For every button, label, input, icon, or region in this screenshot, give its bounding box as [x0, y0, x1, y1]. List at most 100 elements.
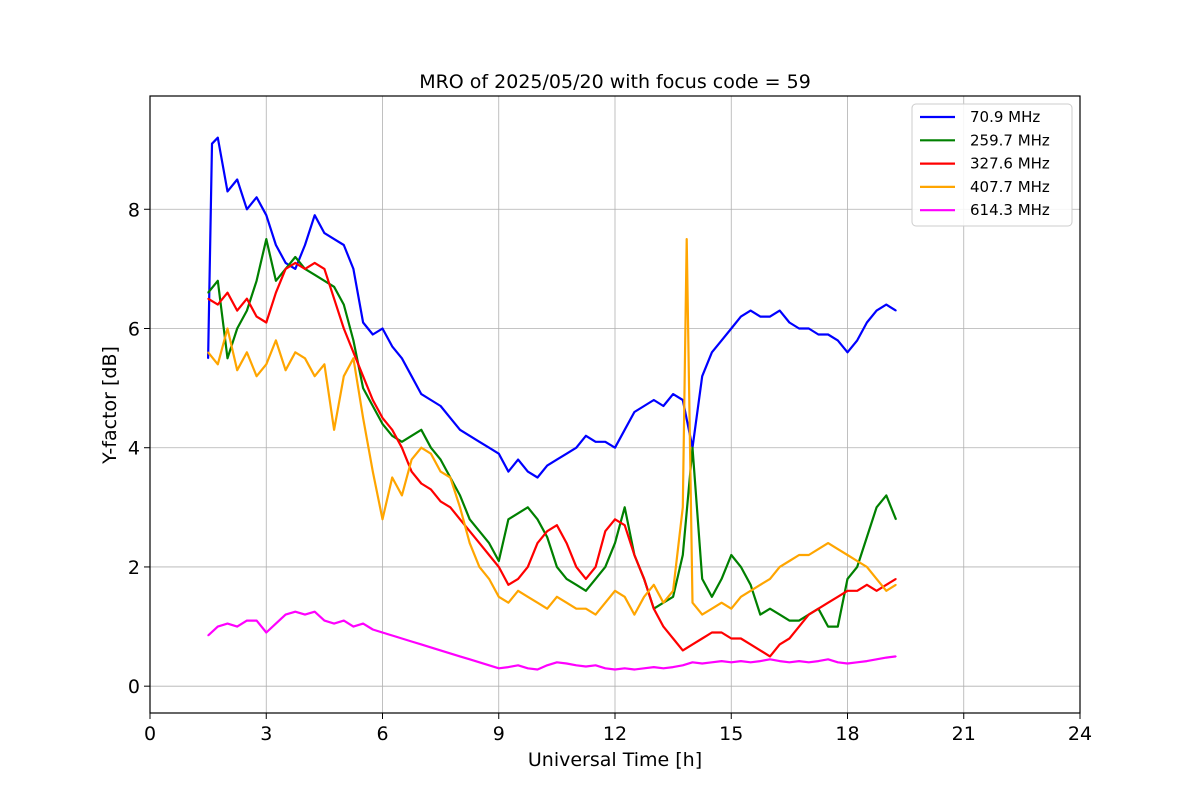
data-point — [740, 637, 742, 640]
data-point — [701, 613, 703, 616]
data-point — [391, 429, 394, 431]
data-point — [410, 435, 413, 437]
data-point — [284, 369, 287, 372]
data-point — [343, 244, 345, 246]
data-point — [265, 214, 268, 216]
data-point — [517, 664, 519, 667]
data-point — [430, 399, 432, 401]
data-point — [614, 590, 616, 592]
data-point — [207, 291, 209, 294]
data-point — [498, 566, 500, 568]
data-point — [391, 435, 394, 437]
data-point — [536, 542, 539, 544]
data-point — [614, 668, 616, 671]
data-point — [284, 613, 287, 616]
data-point — [817, 333, 820, 336]
x-tick-label: 12 — [603, 723, 627, 745]
data-point — [362, 622, 364, 625]
data-point — [701, 662, 703, 665]
data-point — [246, 208, 248, 211]
data-point — [536, 601, 539, 604]
data-point — [255, 280, 258, 282]
data-point — [759, 660, 762, 662]
data-point — [294, 268, 297, 270]
data-point — [246, 351, 248, 354]
data-point — [294, 256, 297, 258]
data-point — [817, 607, 820, 610]
data-point — [207, 351, 209, 354]
data-point — [381, 631, 384, 634]
data-point — [304, 268, 306, 270]
data-point — [653, 666, 655, 668]
data-point — [885, 590, 888, 592]
series-line-0 — [207, 136, 897, 479]
data-point — [885, 303, 888, 306]
data-point — [410, 470, 413, 473]
data-point — [439, 649, 442, 652]
data-point — [362, 387, 364, 389]
data-point — [217, 303, 219, 306]
data-point — [623, 524, 626, 526]
data-point — [749, 590, 752, 592]
x-axis-label: Universal Time [h] — [528, 749, 702, 771]
x-tick-label: 6 — [376, 723, 388, 745]
data-point — [352, 351, 355, 354]
data-point — [420, 393, 423, 395]
data-point — [217, 280, 219, 282]
data-point — [498, 667, 500, 670]
data-point — [313, 274, 316, 276]
y-axis-label: Y-factor [dB] — [99, 346, 121, 465]
data-point — [769, 607, 771, 610]
data-point — [585, 665, 587, 668]
data-point — [381, 423, 384, 425]
data-point — [556, 458, 558, 461]
data-point — [798, 554, 800, 556]
data-point — [255, 196, 258, 199]
data-point — [769, 655, 771, 658]
data-point — [691, 601, 694, 604]
data-point — [778, 309, 781, 312]
data-point — [265, 631, 268, 634]
data-point — [672, 596, 674, 598]
data-point — [498, 596, 500, 598]
data-point — [875, 578, 878, 580]
data-point — [265, 363, 268, 366]
data-point — [798, 327, 800, 330]
data-point — [410, 458, 413, 461]
data-point — [255, 375, 258, 378]
data-point — [604, 566, 607, 568]
data-point — [468, 530, 471, 532]
data-point — [313, 375, 316, 378]
data-point — [769, 315, 771, 318]
data-point — [313, 610, 316, 613]
data-point — [643, 405, 645, 407]
data-point — [352, 357, 355, 360]
data-point — [565, 578, 568, 580]
y-tick-label: 2 — [128, 557, 140, 579]
data-point — [401, 446, 403, 449]
data-point — [478, 441, 481, 443]
data-point — [498, 452, 500, 455]
data-point — [711, 631, 713, 634]
data-point — [788, 637, 791, 640]
data-point — [362, 321, 364, 324]
data-point — [846, 554, 849, 556]
data-point — [759, 584, 762, 586]
data-point — [633, 613, 636, 616]
data-point — [372, 470, 374, 473]
data-point — [439, 500, 442, 503]
data-point — [468, 658, 471, 661]
data-point — [885, 656, 888, 659]
data-point — [207, 297, 209, 300]
series-line-2 — [207, 261, 897, 658]
data-point — [701, 637, 703, 640]
data-point — [730, 637, 733, 640]
data-point — [323, 619, 326, 622]
data-point — [498, 560, 500, 562]
data-point — [682, 664, 684, 667]
data-point — [343, 327, 345, 330]
data-point — [265, 321, 268, 324]
data-point — [217, 625, 219, 628]
data-point — [556, 524, 558, 526]
data-point — [401, 357, 403, 360]
